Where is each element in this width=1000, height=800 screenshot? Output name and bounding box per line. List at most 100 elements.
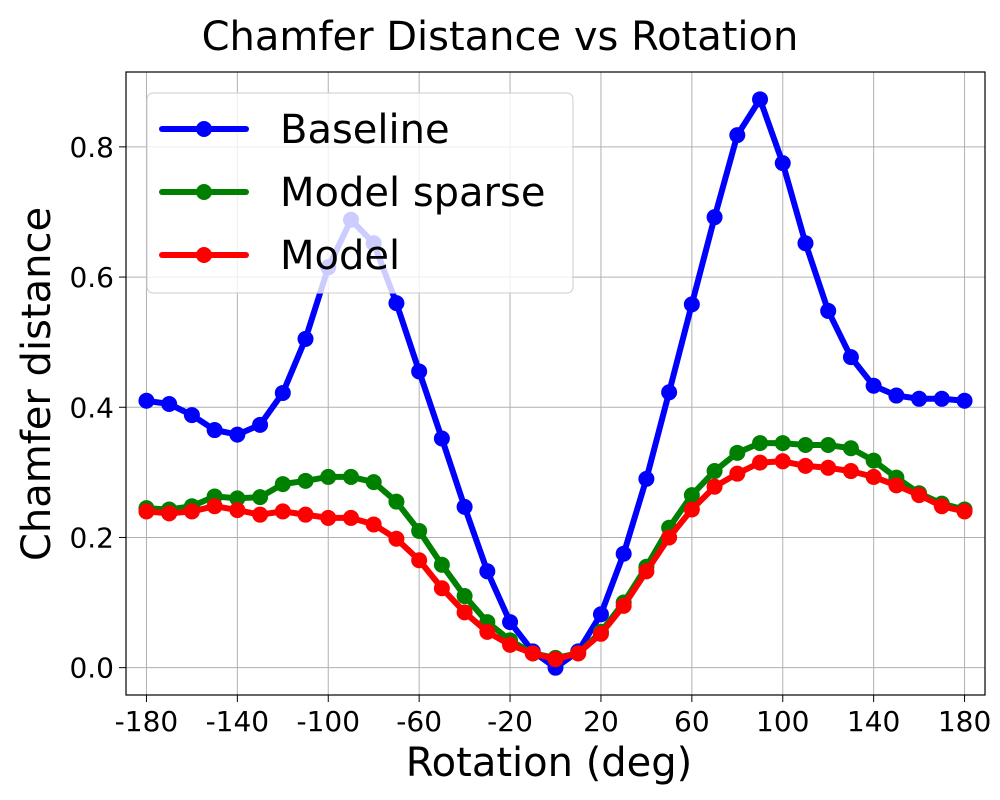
data-point-model — [297, 506, 314, 523]
data-point-model — [274, 503, 291, 520]
data-point-model-sparse — [820, 437, 837, 454]
data-point-model — [797, 457, 814, 474]
y-tick-label: 0.4 — [69, 391, 114, 424]
data-point-model-sparse — [411, 522, 428, 539]
data-point-baseline — [183, 407, 200, 424]
x-tick-label: -60 — [396, 705, 442, 738]
data-point-model-sparse — [274, 476, 291, 493]
data-point-model-sparse — [297, 472, 314, 489]
series-layer — [138, 91, 973, 676]
data-point-model — [320, 509, 337, 526]
data-point-baseline — [683, 296, 700, 313]
data-point-baseline — [615, 545, 632, 562]
legend-marker-model — [196, 247, 212, 263]
data-point-model — [956, 503, 973, 520]
data-point-baseline — [456, 498, 473, 515]
data-point-model-sparse — [342, 468, 359, 485]
data-point-model — [411, 552, 428, 569]
x-axis-label: Rotation (deg) — [406, 740, 693, 786]
data-point-baseline — [502, 614, 519, 631]
legend-box — [146, 92, 574, 294]
data-point-model — [911, 487, 928, 504]
series-model — [138, 453, 973, 668]
data-point-model — [661, 529, 678, 546]
data-point-baseline — [297, 330, 314, 347]
data-point-model — [683, 501, 700, 518]
data-point-model-sparse — [752, 435, 769, 452]
data-point-model-sparse — [252, 489, 269, 506]
data-point-model — [388, 530, 405, 547]
legend-label-baseline: Baseline — [280, 107, 450, 153]
data-point-baseline — [161, 396, 178, 413]
data-point-baseline — [206, 422, 223, 439]
x-tick-label: 20 — [583, 705, 619, 738]
data-point-model-sparse — [683, 487, 700, 504]
legend-marker-model-sparse — [196, 184, 212, 200]
legend: Baseline Model sparse Model — [146, 92, 574, 294]
data-point-baseline — [865, 377, 882, 394]
data-point-model — [502, 636, 519, 653]
data-point-model — [933, 498, 950, 515]
data-point-baseline — [388, 295, 405, 312]
data-point-model — [183, 503, 200, 520]
y-tick-label: 0.2 — [69, 521, 114, 554]
y-tick-label: 0.6 — [69, 261, 114, 294]
data-point-baseline — [729, 127, 746, 144]
data-point-model — [547, 651, 564, 668]
data-point-model — [820, 459, 837, 476]
x-tick-label: 140 — [847, 705, 900, 738]
x-tick-label: 60 — [674, 705, 710, 738]
data-point-baseline — [820, 302, 837, 319]
data-point-model-sparse — [797, 437, 814, 454]
data-point-model-sparse — [433, 556, 450, 573]
data-point-model — [229, 502, 246, 519]
data-point-model-sparse — [842, 440, 859, 457]
plot-area — [125, 71, 986, 696]
data-point-model-sparse — [320, 468, 337, 485]
y-axis-label: Chamfer distance — [14, 207, 60, 561]
x-tick-label: -180 — [115, 705, 179, 738]
x-tick-label: -100 — [296, 705, 360, 738]
data-point-model-sparse — [729, 444, 746, 461]
data-point-baseline — [138, 392, 155, 409]
data-point-baseline — [661, 384, 678, 401]
x-tick-label: 180 — [938, 705, 991, 738]
data-point-baseline — [592, 606, 609, 623]
data-point-model-sparse — [456, 588, 473, 605]
data-point-model — [752, 454, 769, 471]
data-point-model — [456, 604, 473, 621]
data-point-baseline — [706, 209, 723, 226]
data-point-model — [342, 509, 359, 526]
data-point-model — [592, 625, 609, 642]
data-point-model — [865, 468, 882, 485]
y-axis: 0.0 0.2 0.4 0.6 0.8 — [69, 131, 126, 685]
data-point-baseline — [229, 426, 246, 443]
data-point-baseline — [411, 363, 428, 380]
data-point-baseline — [252, 416, 269, 433]
x-tick-label: 100 — [756, 705, 809, 738]
data-point-baseline — [433, 430, 450, 447]
data-point-model — [842, 463, 859, 480]
data-point-baseline — [752, 91, 769, 108]
data-point-model — [252, 506, 269, 523]
legend-label-model: Model — [280, 233, 400, 279]
data-point-model — [729, 465, 746, 482]
data-point-baseline — [797, 235, 814, 252]
data-point-model — [365, 516, 382, 533]
data-point-model — [524, 645, 541, 662]
data-point-model — [706, 478, 723, 495]
data-point-model — [479, 623, 496, 640]
data-point-model — [888, 477, 905, 494]
data-point-model-sparse — [388, 493, 405, 510]
data-point-baseline — [933, 390, 950, 407]
data-point-model-sparse — [706, 463, 723, 480]
data-point-model — [206, 498, 223, 515]
x-axis: -180 -140 -100 -60 -20 20 60 100 140 180 — [115, 695, 991, 738]
x-tick-label: -20 — [487, 705, 533, 738]
x-tick-label: -140 — [206, 705, 270, 738]
chart-title: Chamfer Distance vs Rotation — [202, 14, 799, 60]
data-point-baseline — [956, 392, 973, 409]
data-point-baseline — [911, 390, 928, 407]
data-point-model-sparse — [865, 452, 882, 469]
